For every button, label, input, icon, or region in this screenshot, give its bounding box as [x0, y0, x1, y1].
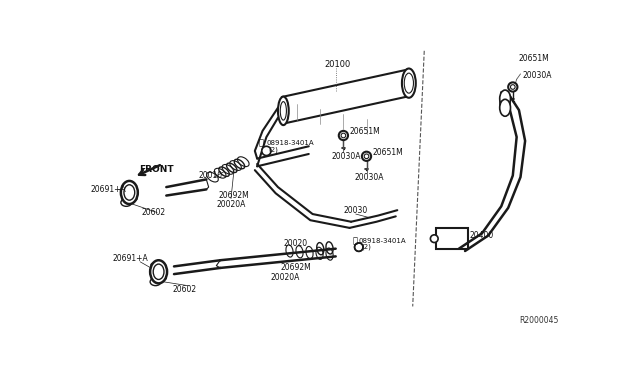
Circle shape — [355, 243, 363, 251]
Text: 20400: 20400 — [470, 231, 494, 240]
Text: (2): (2) — [269, 146, 278, 153]
Text: 20020: 20020 — [284, 239, 307, 248]
Text: 20020A: 20020A — [216, 200, 246, 209]
Text: Ⓝ: Ⓝ — [259, 139, 264, 148]
Circle shape — [122, 184, 125, 187]
Ellipse shape — [500, 90, 511, 107]
Circle shape — [362, 152, 371, 161]
Text: 20010: 20010 — [198, 171, 223, 180]
Text: 20691+A: 20691+A — [113, 254, 148, 263]
Text: 20602: 20602 — [141, 208, 166, 217]
Text: 20030A: 20030A — [522, 71, 552, 80]
Text: FRONT: FRONT — [140, 165, 174, 174]
Circle shape — [134, 197, 137, 200]
Ellipse shape — [402, 68, 416, 98]
Text: 20030: 20030 — [344, 206, 367, 215]
Bar — [436, 228, 468, 250]
Text: 20100: 20100 — [324, 60, 351, 69]
Text: 20651M: 20651M — [349, 127, 380, 136]
Circle shape — [151, 263, 154, 266]
Ellipse shape — [278, 97, 289, 125]
Text: 20030A: 20030A — [332, 152, 362, 161]
Text: 20651M: 20651M — [519, 54, 550, 63]
Ellipse shape — [150, 260, 167, 283]
Text: 08918-3401A: 08918-3401A — [266, 140, 314, 146]
Text: 20691+A: 20691+A — [91, 185, 127, 194]
Text: 20602: 20602 — [172, 285, 196, 294]
Circle shape — [431, 235, 438, 243]
Text: Ⓝ: Ⓝ — [353, 237, 358, 246]
Text: R2000045: R2000045 — [519, 316, 558, 325]
Circle shape — [262, 146, 271, 155]
Text: 20020A: 20020A — [270, 273, 300, 282]
Text: 20030A: 20030A — [355, 173, 385, 182]
Text: (2): (2) — [361, 244, 371, 250]
Circle shape — [339, 131, 348, 140]
Ellipse shape — [500, 99, 511, 116]
Text: 20651M: 20651M — [372, 148, 403, 157]
Ellipse shape — [121, 181, 138, 204]
Text: 20692M: 20692M — [280, 263, 311, 272]
Circle shape — [163, 276, 166, 279]
Text: 20692M: 20692M — [219, 191, 250, 200]
Circle shape — [508, 82, 517, 92]
Text: 08918-3401A: 08918-3401A — [359, 238, 406, 244]
